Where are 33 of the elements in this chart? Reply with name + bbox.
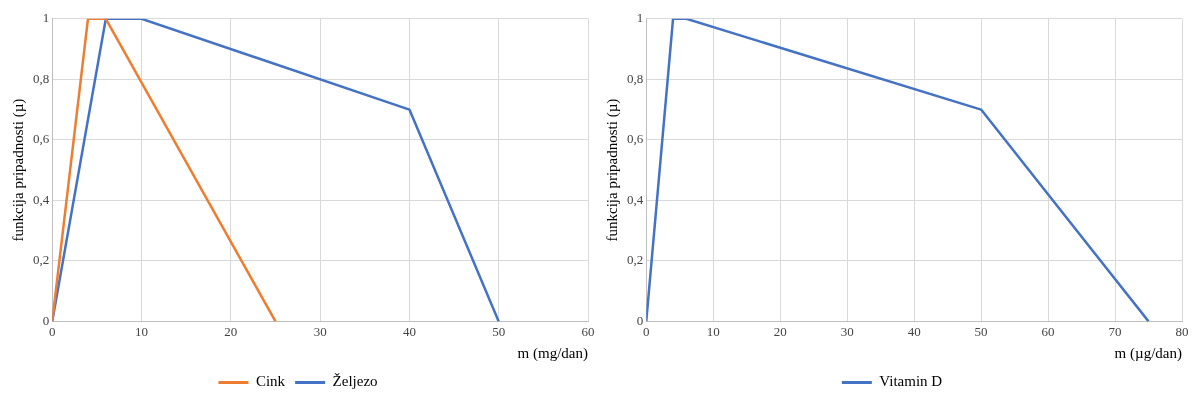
x-tick-label: 60 xyxy=(581,323,595,339)
legend-label: Vitamin D xyxy=(879,373,943,390)
y-tick-label: 0,2 xyxy=(33,252,50,268)
y-tick-label: 1 xyxy=(636,10,644,26)
y-tick-label: 0,4 xyxy=(33,191,50,207)
x-tick-label: 10 xyxy=(135,323,149,339)
x-tick-label: 50 xyxy=(492,323,506,339)
y-axis-title: funkcija pripadnosti (µ) xyxy=(9,98,27,242)
y-tick-label: 0,8 xyxy=(627,70,644,86)
y-tick-label: 0,4 xyxy=(627,191,644,207)
y-tick-label: 0,6 xyxy=(33,131,50,147)
x-tick-label: 40 xyxy=(402,323,416,339)
x-tick-label: 60 xyxy=(1041,323,1055,339)
y-axis-title: funkcija pripadnosti (µ) xyxy=(603,98,621,242)
x-tick-label: 30 xyxy=(313,323,327,339)
x-tick-label: 30 xyxy=(840,323,854,339)
y-tick-label: 0,2 xyxy=(627,252,644,268)
x-tick-label: 70 xyxy=(1108,323,1122,339)
legend-label: Željezo xyxy=(332,373,378,390)
y-tick-label: 0 xyxy=(636,312,644,328)
x-axis-title: m (mg/dan) xyxy=(517,344,588,362)
y-tick-label: 1 xyxy=(42,10,50,26)
x-tick-label: 20 xyxy=(773,323,787,339)
legend-label: Cink xyxy=(255,373,286,390)
x-tick-label: 10 xyxy=(706,323,720,339)
y-tick-label: 0 xyxy=(42,312,50,328)
x-tick-label: 50 xyxy=(974,323,988,339)
x-tick-label: 40 xyxy=(907,323,921,339)
y-tick-label: 0,8 xyxy=(33,70,50,86)
x-tick-label: 20 xyxy=(224,323,238,339)
x-tick-label: 80 xyxy=(1175,323,1189,339)
x-axis-title: m (µg/dan) xyxy=(1114,344,1182,362)
y-tick-label: 0,6 xyxy=(627,131,644,147)
